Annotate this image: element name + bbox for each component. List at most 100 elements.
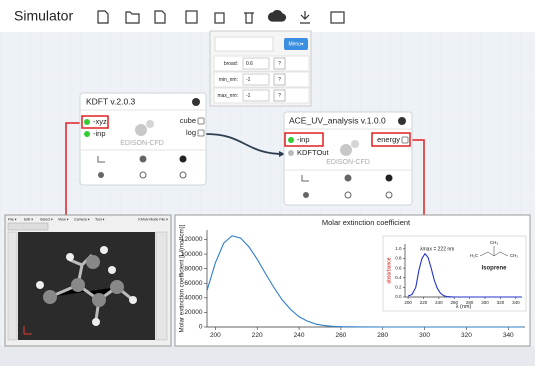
atom <box>110 280 124 294</box>
node-logo: EDISON-CFD <box>120 140 164 147</box>
y-axis-label: absorbance <box>386 257 392 283</box>
output-port: log <box>186 128 196 137</box>
checkbox[interactable] <box>198 130 204 136</box>
port[interactable] <box>84 131 90 137</box>
viewer-menu[interactable]: Edit ▾ <box>24 217 33 221</box>
checkbox[interactable] <box>198 118 204 124</box>
y-tick-label: 20000 <box>184 309 202 316</box>
x-tick-label: 240 <box>294 332 305 339</box>
chart-title: Molar extinction coefficient <box>322 218 411 227</box>
y-axis-label: Molar extinction coefficient [L/(mol*cm)… <box>179 224 186 332</box>
atom <box>66 253 74 261</box>
y-tick-label: 0.6 <box>395 265 402 270</box>
input-port: -xyz <box>93 117 107 126</box>
help-label: ? <box>278 77 281 83</box>
node-ace-uv[interactable]: ACE_UV_analysis v.1.0.0 -inp KDFTOut ene… <box>284 112 412 205</box>
simulator-screen: Simulator Menu▾ broad: 0.6 ? min_nm: <box>0 0 535 366</box>
remove-action[interactable] <box>98 172 104 178</box>
setting-label: broad: <box>224 61 238 67</box>
y-tick-label: 1.0 <box>395 246 402 251</box>
atom <box>92 318 100 326</box>
setting-label: max_nm: <box>217 93 238 99</box>
viewer-menu[interactable]: Tool ▾ <box>95 217 105 221</box>
x-tick-label: 260 <box>335 332 346 339</box>
molecule-group: CH₂ <box>510 253 518 258</box>
viewer-menu[interactable]: File ▾ <box>8 217 17 221</box>
atom <box>129 296 137 304</box>
atom <box>92 293 106 307</box>
molecule-name: Isoprene <box>481 266 507 272</box>
port[interactable] <box>288 150 294 156</box>
setting-row: broad: 0.6 ? <box>214 56 309 71</box>
info-icon[interactable] <box>192 98 200 106</box>
y-tick-label: 0.0 <box>395 294 402 299</box>
y-tick-label: 0 <box>199 324 203 331</box>
x-tick-label: 200 <box>404 300 412 305</box>
viewer-menu[interactable]: Camera ▾ <box>74 217 90 221</box>
logo-gear <box>146 120 154 128</box>
info-icon[interactable] <box>398 117 406 125</box>
setting-label: min_nm: <box>219 77 238 83</box>
viewer-toolbar[interactable] <box>8 223 48 230</box>
atom <box>108 266 116 274</box>
y-tick-label: 80000 <box>184 265 202 272</box>
cloud-action[interactable] <box>345 175 352 182</box>
node-kdft[interactable]: KDFT v.2.0.3 -xyz -inp cube log EDISON-C… <box>80 93 206 185</box>
viewer-mode[interactable]: KMolv Mode File ▾ <box>138 217 168 221</box>
x-tick-label: 240 <box>435 300 443 305</box>
y-tick-label: 60000 <box>184 280 202 287</box>
atom <box>100 246 108 254</box>
viewer-menu[interactable]: View ▾ <box>58 217 69 221</box>
output-port: cube <box>180 116 196 125</box>
x-tick-label: 280 <box>377 332 388 339</box>
viewer-menu[interactable]: Select ▾ <box>40 217 53 221</box>
x-tick-label: 340 <box>512 300 520 305</box>
settings-action[interactable] <box>180 156 187 163</box>
atom <box>43 290 57 304</box>
help-label: ? <box>278 93 281 99</box>
y-tick-label: 0.8 <box>395 256 402 261</box>
y-tick-label: 0.4 <box>395 275 402 280</box>
molecule-group: H₂C <box>470 253 479 258</box>
x-tick-label: 340 <box>503 332 514 339</box>
cloud-action[interactable] <box>140 156 147 163</box>
x-tick-label: 220 <box>420 300 428 305</box>
x-tick-label: 200 <box>210 332 221 339</box>
settings-action[interactable] <box>386 175 393 182</box>
annotation: λmax = 222 nm <box>420 246 454 252</box>
x-tick-label: 320 <box>497 300 505 305</box>
viewer-side-toolbar[interactable] <box>156 232 167 340</box>
node-title: ACE_UV_analysis v.1.0.0 <box>289 115 386 125</box>
node-title: KDFT v.2.0.3 <box>86 96 136 106</box>
x-tick-label: 220 <box>252 332 263 339</box>
output-port: energy <box>377 135 400 144</box>
port[interactable] <box>84 119 90 125</box>
input-port: KDFTOut <box>297 148 329 157</box>
x-tick-label: 320 <box>461 332 472 339</box>
help-label: ? <box>278 61 281 67</box>
settings-panel: Menu▾ broad: 0.6 ? min_nm: -1 ? max_nm: … <box>210 31 311 106</box>
checkbox[interactable] <box>402 137 408 143</box>
node-logo: EDISON-CFD <box>326 159 370 166</box>
remove-action[interactable] <box>303 192 309 198</box>
molecule-viewer: File ▾ Edit ▾ Select ▾ View ▾ Camera ▾ T… <box>5 215 171 346</box>
y-tick-label: 0.2 <box>395 285 402 290</box>
atom <box>86 255 100 269</box>
x-tick-label: 300 <box>419 332 430 339</box>
viewer-side-toolbar[interactable] <box>8 232 17 340</box>
logo-gear <box>351 140 359 148</box>
app-title: Simulator <box>14 8 73 24</box>
port[interactable] <box>288 137 294 143</box>
setting-value: 0.6 <box>246 61 253 67</box>
setting-value: -1 <box>246 77 251 83</box>
y-tick-label: 40000 <box>184 295 202 302</box>
logo-gear <box>135 124 147 136</box>
x-axis-label: λ (nm) <box>456 304 472 310</box>
footer <box>0 346 535 366</box>
header-bar <box>0 0 535 32</box>
setting-row: max_nm: -1 ? <box>214 88 309 103</box>
search-input[interactable] <box>215 37 273 51</box>
atom <box>36 281 44 289</box>
x-tick-label: 300 <box>481 300 489 305</box>
molecule-group: CH₃ <box>490 240 498 245</box>
